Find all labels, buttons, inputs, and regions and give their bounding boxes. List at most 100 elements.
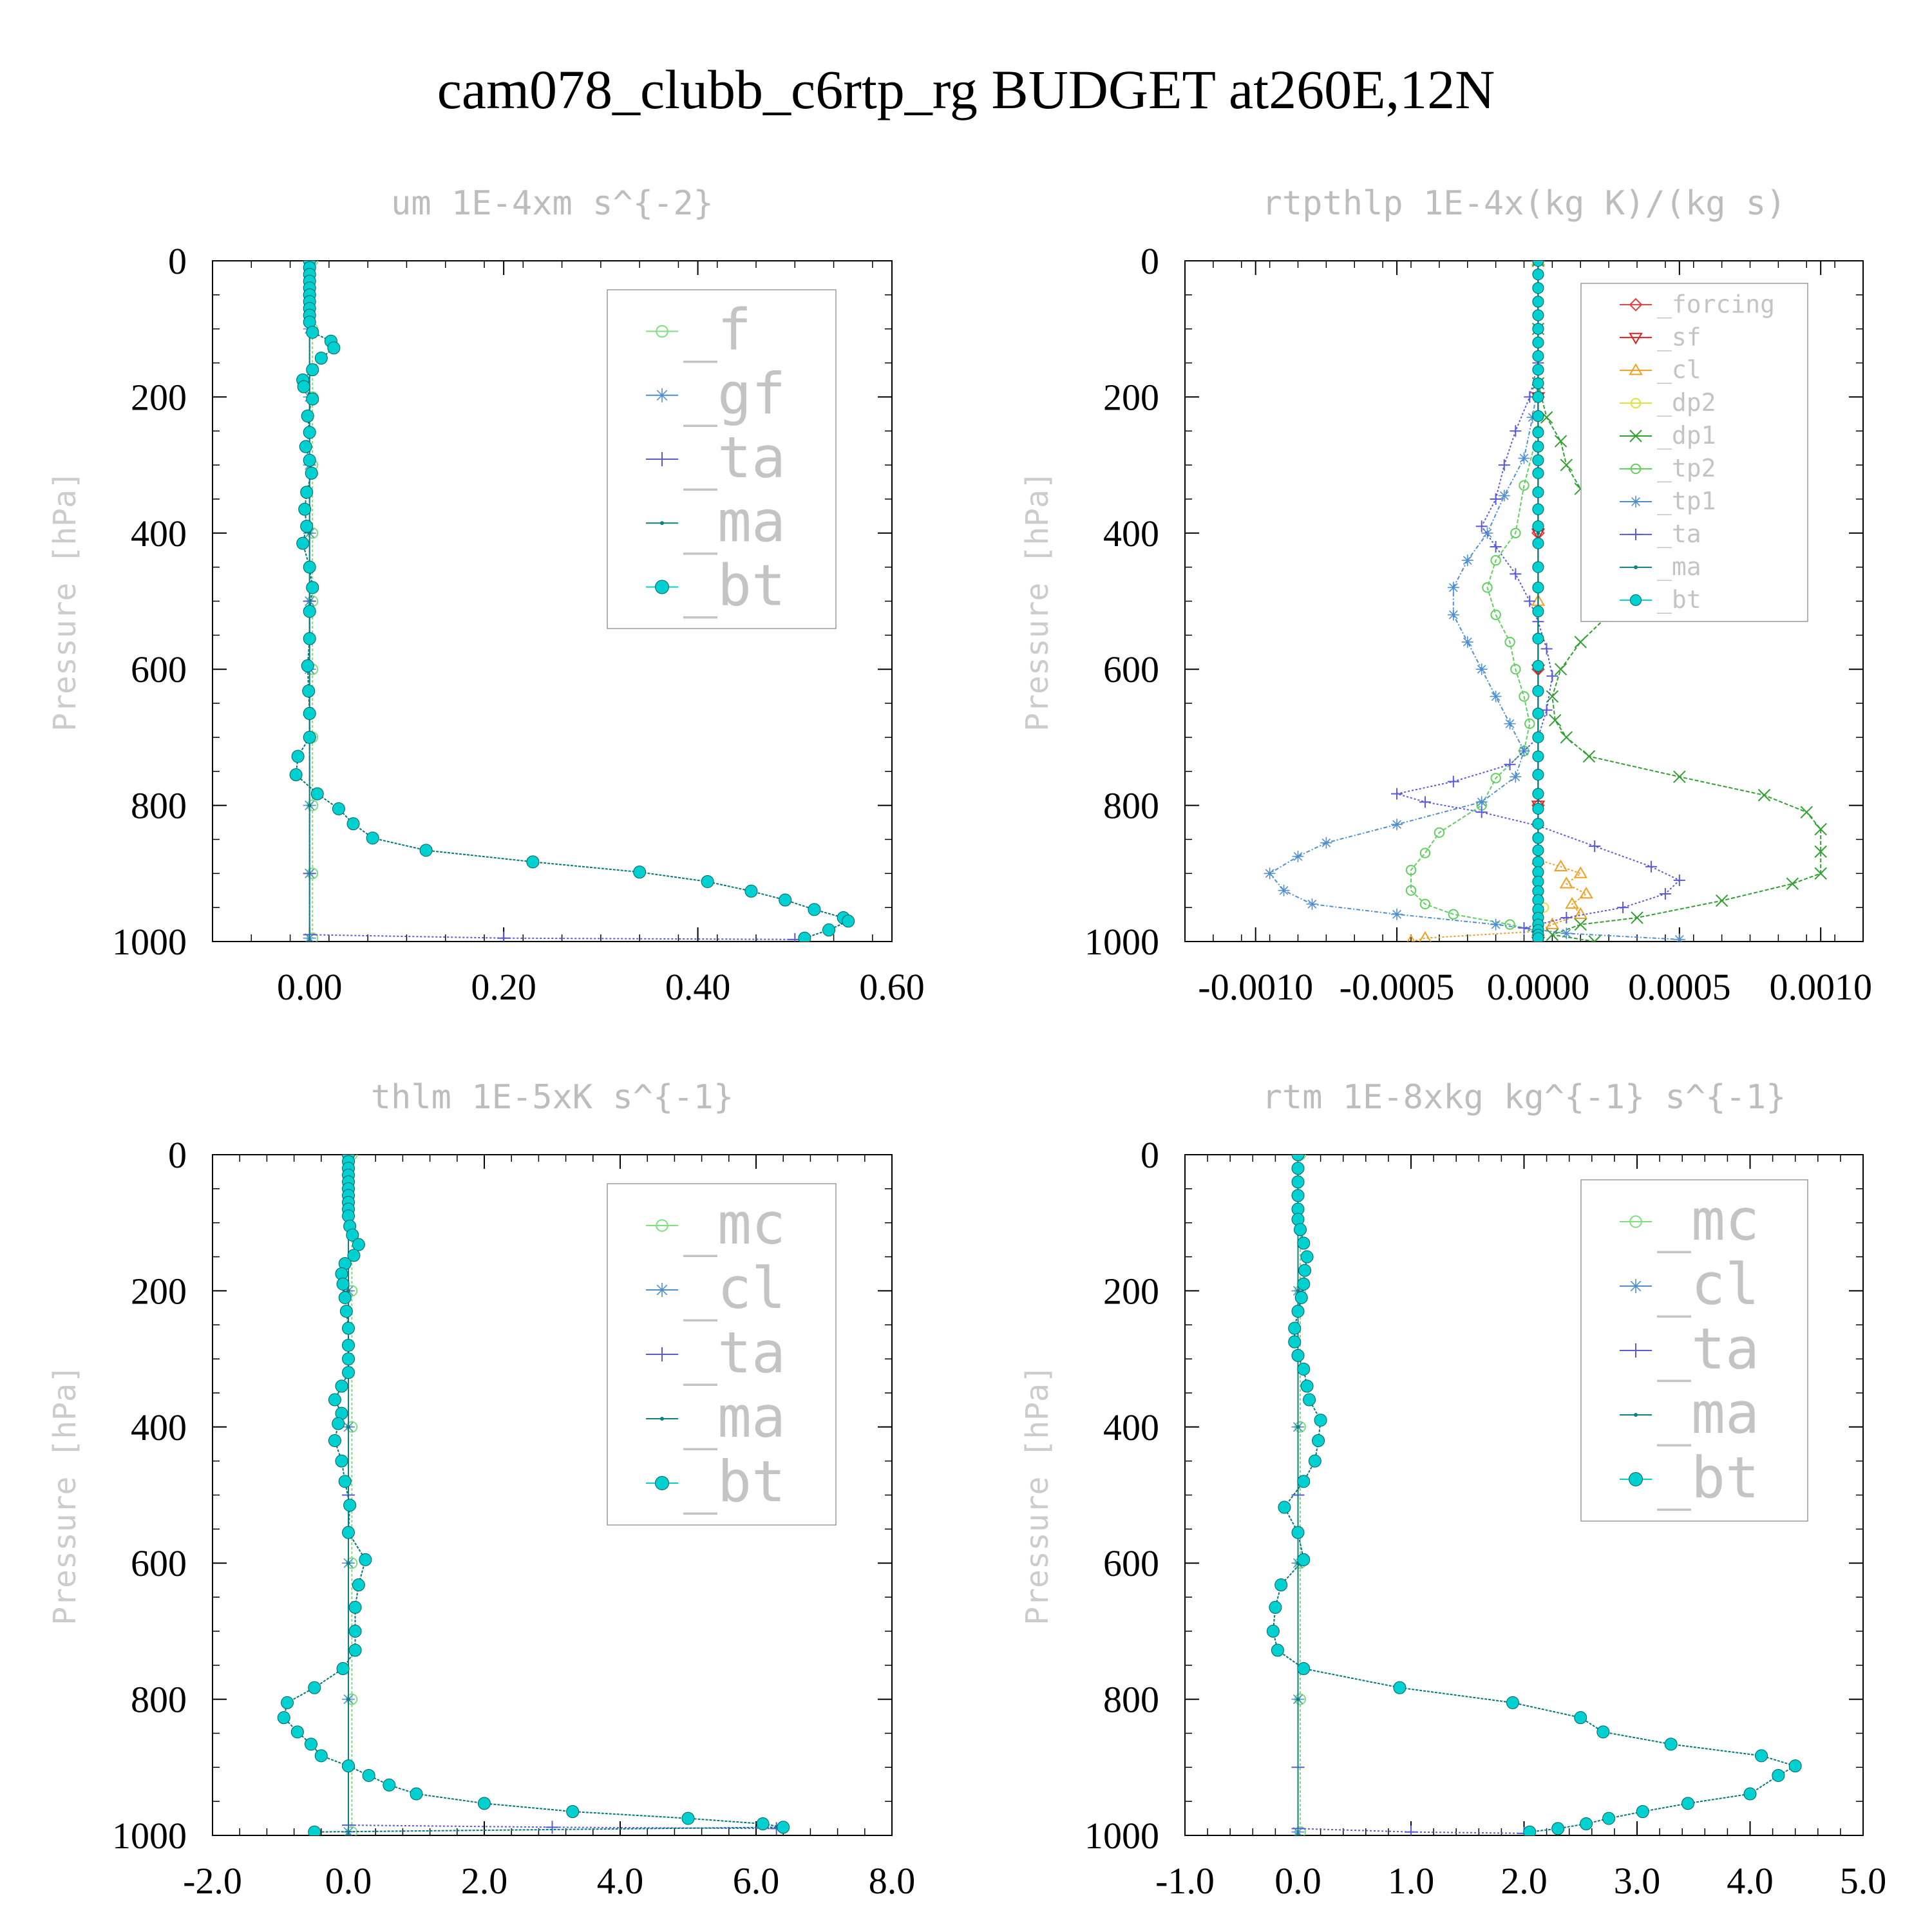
data-point (1393, 1681, 1406, 1694)
x-tick-label: -0.0005 (1340, 966, 1455, 1008)
data-point (327, 341, 341, 355)
data-point (1524, 595, 1536, 607)
y-tick-label: 200 (131, 1270, 187, 1312)
data-point (1559, 876, 1574, 889)
data-point (1291, 1305, 1305, 1318)
data-point (1659, 888, 1671, 900)
data-point (1743, 1787, 1757, 1801)
plot-area (277, 1155, 790, 1835)
y-tick-label: 0 (1141, 1134, 1159, 1176)
y-tick-label: 0 (1141, 240, 1159, 282)
data-point (1574, 636, 1587, 649)
data-point (1645, 860, 1657, 873)
legend-swatch-marker (655, 580, 669, 594)
data-point (1490, 493, 1502, 505)
data-point (1532, 818, 1544, 830)
data-point (1461, 554, 1473, 567)
legend-swatch-marker (1629, 594, 1642, 606)
data-point (1532, 336, 1544, 348)
data-point (348, 1600, 362, 1614)
data-point (291, 750, 305, 763)
x-tick-label: -2.0 (183, 1860, 242, 1902)
data-point (346, 1561, 350, 1566)
data-point (342, 1759, 355, 1773)
data-point (1490, 918, 1502, 931)
legend-box (1580, 1179, 1808, 1522)
data-point (1579, 887, 1593, 899)
data-point (1264, 867, 1276, 880)
data-point (756, 1817, 770, 1831)
legend-item: _sf (1620, 323, 1701, 352)
data-point (1532, 410, 1544, 422)
legend-swatch-marker (1629, 298, 1643, 312)
data-point (306, 363, 319, 377)
data-point (1490, 554, 1501, 566)
data-point (303, 706, 316, 720)
data-point (1269, 1600, 1282, 1614)
y-tick-label: 400 (131, 1406, 187, 1448)
x-tick-label: 0.0 (325, 1860, 372, 1902)
legend-item: _dp2 (1620, 388, 1716, 417)
y-tick-label: 400 (1103, 513, 1159, 554)
data-point (1506, 1696, 1519, 1709)
panel-title: thlm 1E-5xK s^{-1} (371, 1078, 734, 1117)
data-point (1589, 840, 1601, 853)
data-point (1498, 489, 1510, 502)
data-point (1788, 1759, 1802, 1773)
y-axis-label: Pressure [hPa] (47, 1365, 83, 1625)
data-point (566, 1805, 580, 1819)
y-tick-label: 1000 (1084, 921, 1159, 963)
data-point (1532, 605, 1544, 618)
legend-swatch-marker (1629, 332, 1643, 345)
data-point (335, 1454, 348, 1468)
series-ta (1391, 261, 1685, 942)
data-point (410, 1787, 423, 1801)
data-point (1814, 867, 1827, 880)
data-point (1475, 796, 1488, 808)
data-point (1532, 750, 1544, 762)
data-point (342, 1321, 355, 1335)
series-line (295, 261, 850, 939)
legend-swatch-marker (1629, 363, 1643, 375)
data-point (1549, 714, 1562, 727)
legend-swatch-marker (1634, 1413, 1638, 1417)
data-point (1504, 717, 1516, 730)
data-point (1551, 1822, 1565, 1835)
data-point (1510, 425, 1522, 437)
data-point (1291, 1189, 1305, 1202)
data-point (1296, 1833, 1300, 1835)
legend-item: _ma (1620, 1380, 1759, 1446)
data-point (1510, 771, 1522, 783)
data-point (1532, 350, 1544, 363)
legend-label: _tp1 (1657, 487, 1716, 516)
series-line (1272, 1155, 1797, 1833)
data-point (310, 787, 324, 800)
data-point (342, 1366, 355, 1379)
data-point (1510, 664, 1521, 675)
data-point (1490, 540, 1502, 553)
y-tick-label: 200 (1103, 376, 1159, 418)
data-point (1565, 896, 1579, 909)
y-tick-label: 400 (1103, 1406, 1159, 1448)
data-point (1510, 568, 1522, 580)
y-tick-label: 800 (131, 785, 187, 827)
series-bt (289, 261, 855, 942)
series-bt (277, 1155, 790, 1835)
y-tick-label: 0 (168, 1134, 187, 1176)
legend-label: _ta (1657, 1316, 1759, 1382)
legend-label: _dp1 (1657, 421, 1716, 450)
legend-swatch-marker (655, 452, 669, 466)
data-point (1461, 636, 1473, 648)
legend-item: _dp1 (1620, 421, 1716, 450)
data-point (1681, 1797, 1694, 1810)
legend-box (607, 1183, 837, 1526)
legend-item: _cl (646, 1255, 786, 1321)
x-tick-label: 0.20 (471, 966, 536, 1008)
x-tick-label: 2.0 (1501, 1860, 1548, 1902)
data-point (1519, 480, 1530, 491)
legend-label: _gf (683, 361, 786, 427)
data-point (1532, 731, 1544, 743)
data-point (1545, 917, 1560, 929)
data-point (1532, 844, 1544, 857)
data-point (338, 1475, 352, 1488)
